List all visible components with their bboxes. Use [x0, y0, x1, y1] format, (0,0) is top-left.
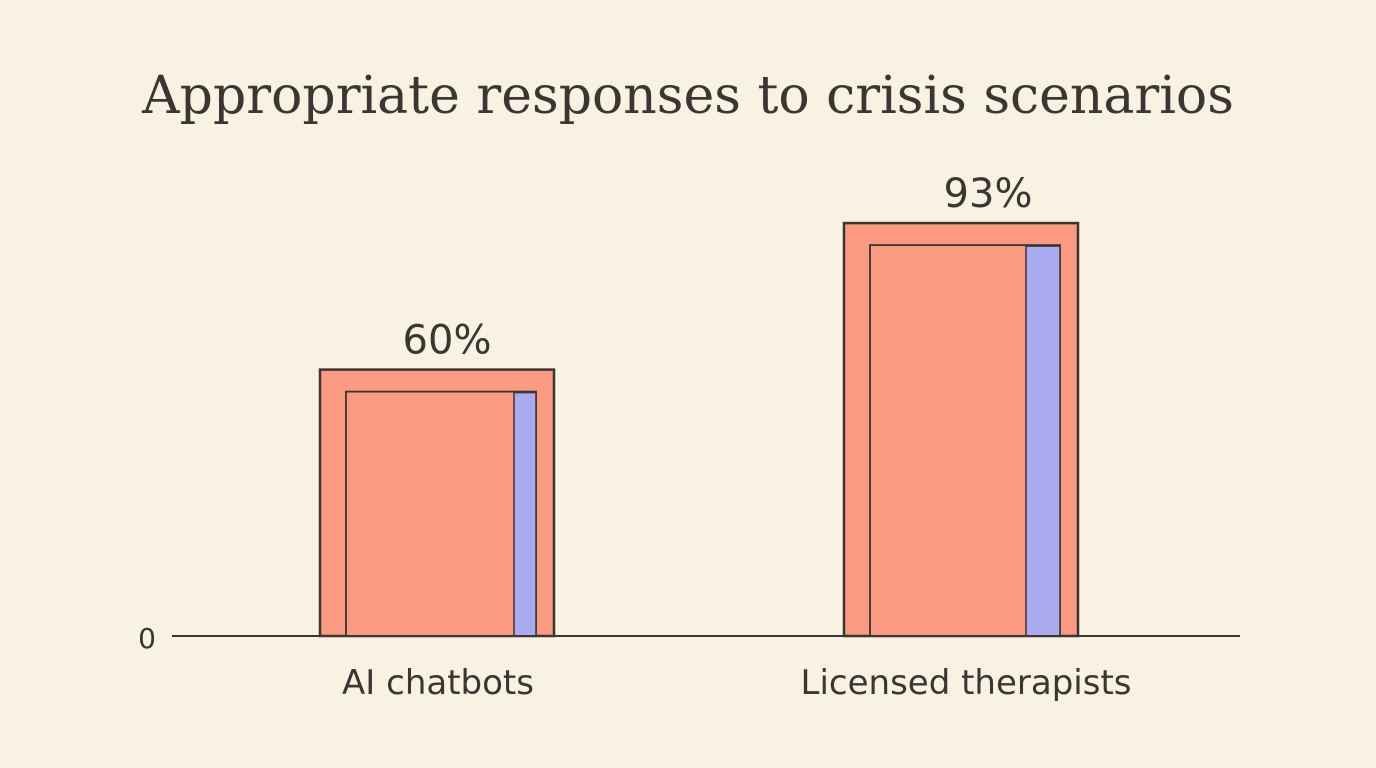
- bars-layer: [318, 221, 1080, 638]
- labels-layer: 60% AI chatbots 93% Licensed therapists: [342, 171, 1131, 703]
- y-tick-label: 0: [138, 622, 156, 655]
- bar-group: [842, 221, 1080, 638]
- bar-inner: [345, 390, 537, 637]
- bar-value-label: 93%: [944, 171, 1033, 217]
- bar-group: [318, 368, 556, 638]
- bar-value-label: 60%: [403, 318, 492, 364]
- bar-accent-stripe: [1025, 245, 1061, 637]
- bar-accent-stripe: [513, 391, 537, 637]
- category-label: Licensed therapists: [801, 663, 1132, 703]
- category-label: AI chatbots: [342, 663, 534, 703]
- chart-title: Appropriate responses to crisis scenario…: [141, 66, 1234, 126]
